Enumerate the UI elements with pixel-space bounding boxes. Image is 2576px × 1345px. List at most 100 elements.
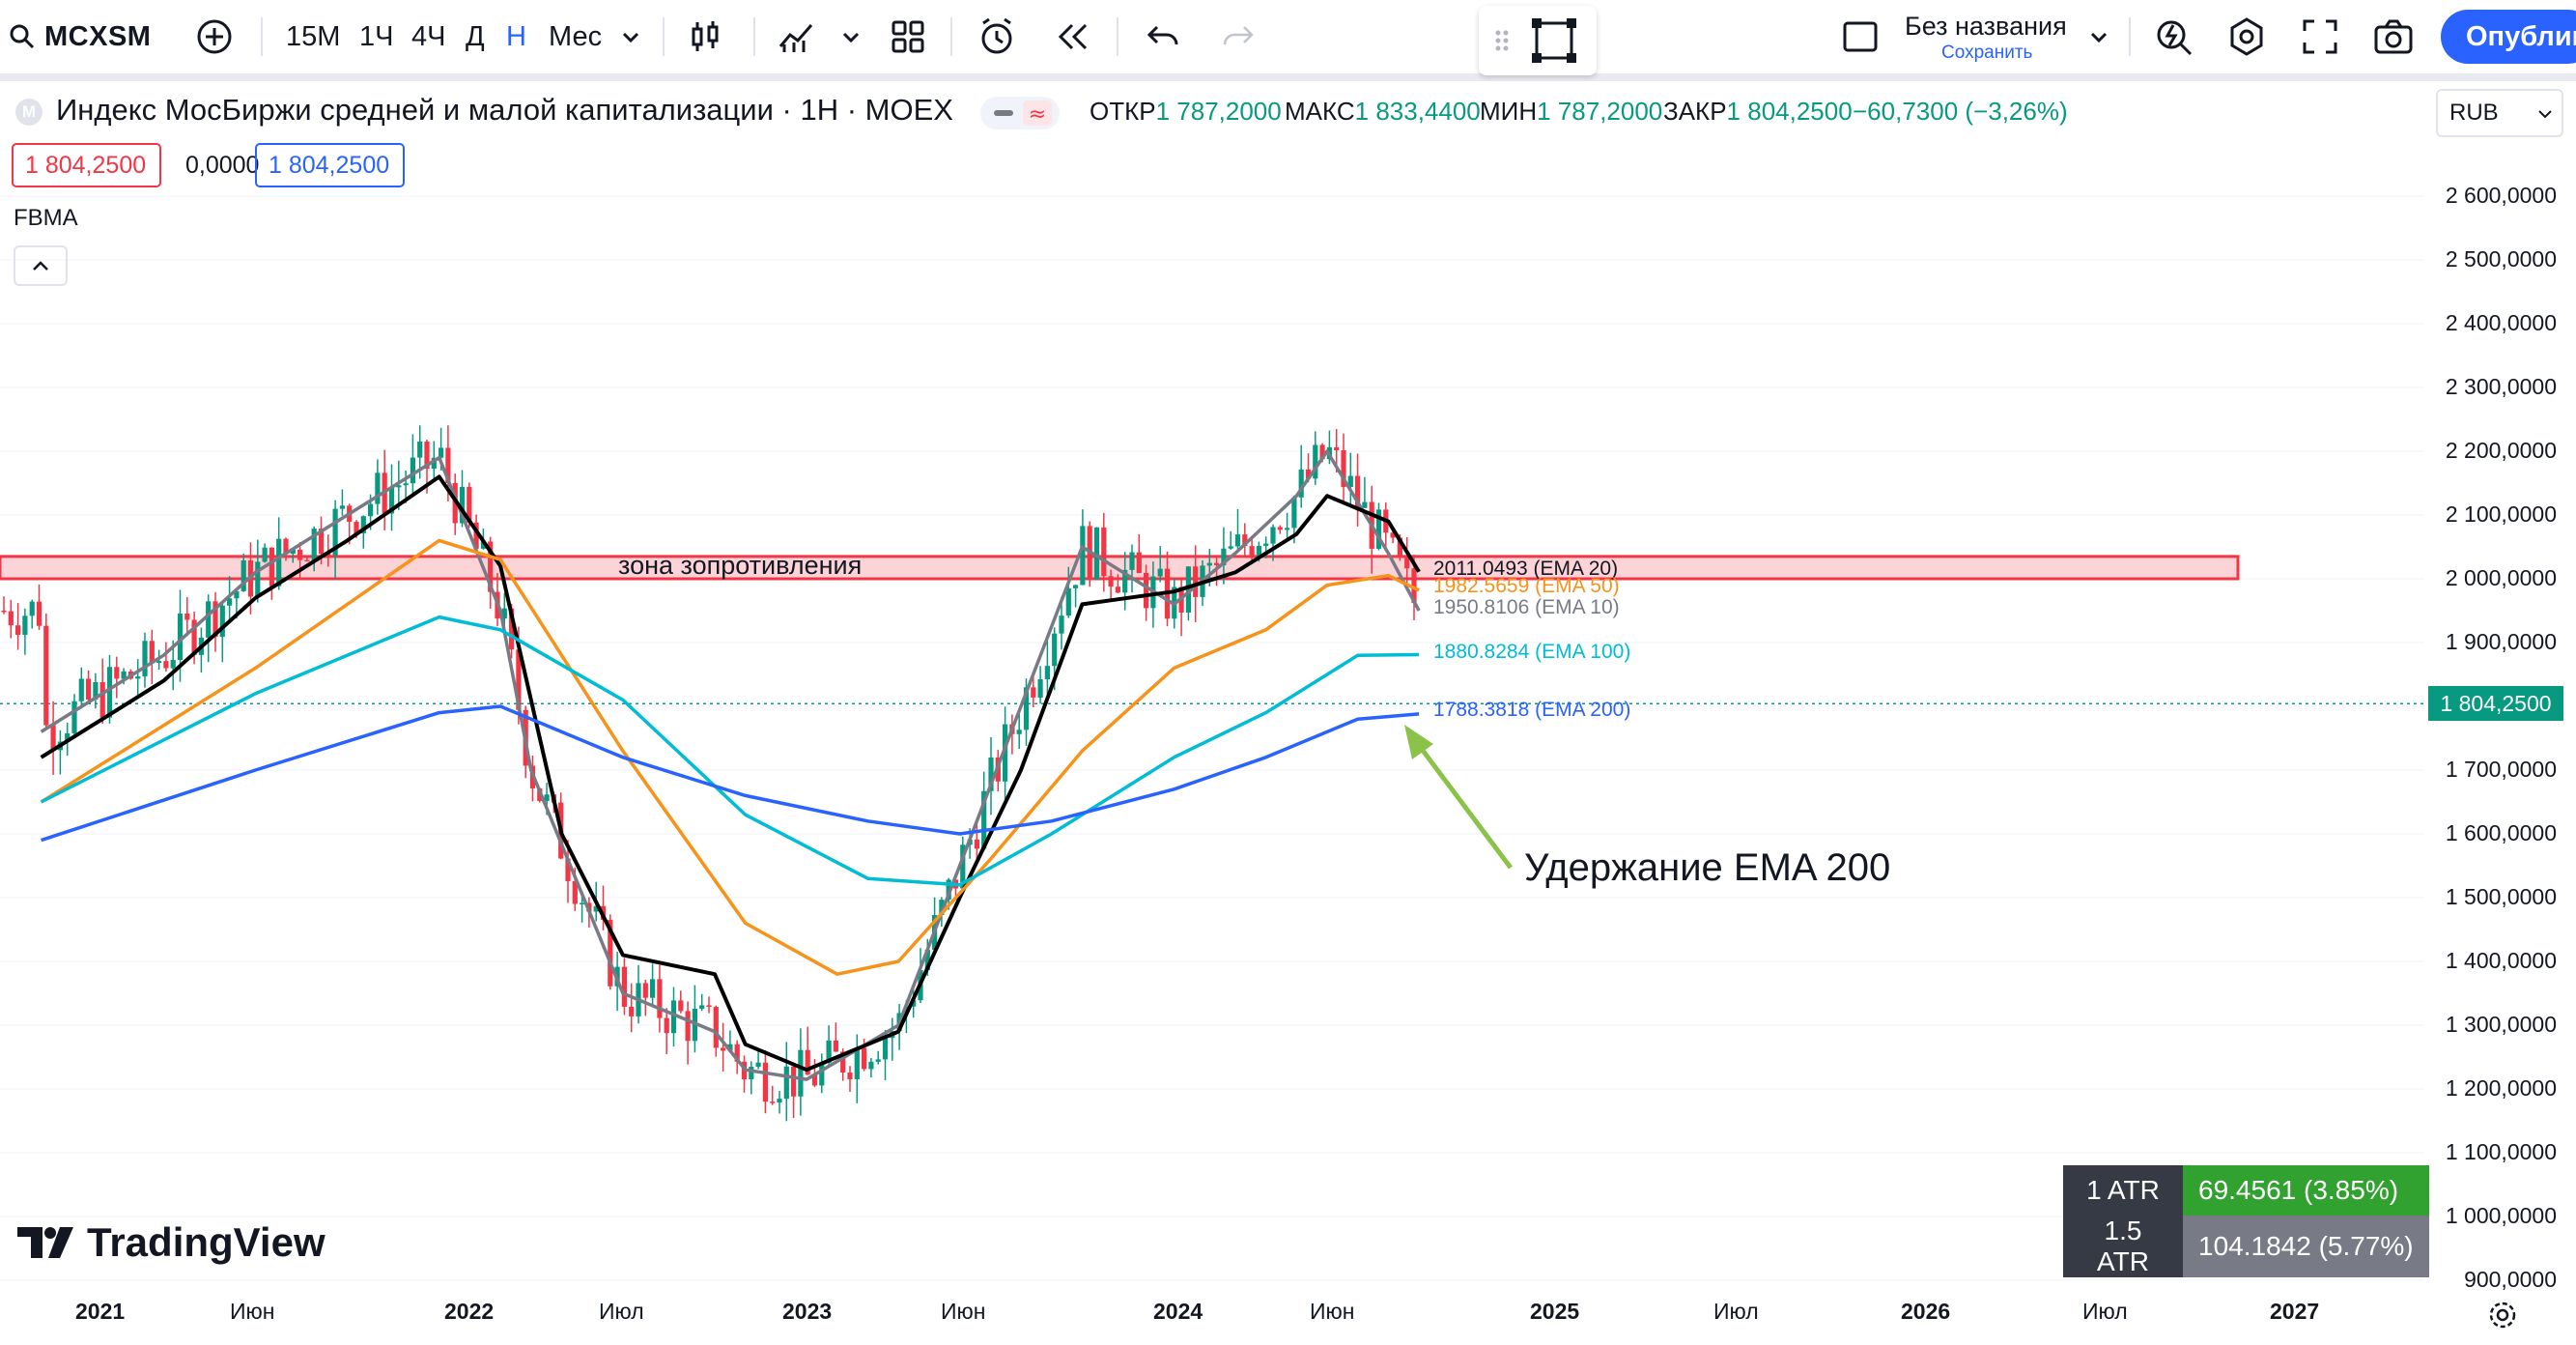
candle-body	[480, 541, 486, 549]
ema-value-label: 1982.5659 (EMA 50)	[1433, 575, 1620, 597]
sell-price-button[interactable]: 1 804,2500	[12, 143, 161, 187]
interval-1w[interactable]: Н	[506, 20, 526, 52]
candle-body	[1108, 576, 1114, 587]
interval-1mo[interactable]: Мес	[549, 20, 603, 52]
svg-text:≈: ≈	[1029, 102, 1046, 127]
candle-body	[290, 549, 296, 555]
settings-button[interactable]	[2225, 0, 2268, 73]
candle-body	[783, 1066, 789, 1100]
candle-body	[727, 1044, 733, 1051]
candle-body	[241, 559, 246, 591]
candle-body	[1037, 679, 1043, 698]
candle-body	[99, 682, 105, 718]
candle-body	[255, 561, 261, 597]
publish-button[interactable]: Опублико	[2441, 10, 2576, 64]
redo-button[interactable]	[1219, 0, 1258, 73]
collapse-legend-button[interactable]	[14, 245, 68, 286]
candle-body	[121, 671, 127, 679]
gear-icon	[2230, 17, 2263, 56]
candle-body	[459, 486, 466, 524]
candle-body	[269, 547, 274, 587]
price-axis-label: 2 200,0000	[2445, 438, 2557, 463]
legend-title[interactable]: Индекс МосБиржи средней и малой капитали…	[56, 93, 953, 127]
indicator-name[interactable]: FBMA	[14, 205, 78, 231]
symbol-label: MCXSM	[44, 20, 152, 52]
candle-body	[156, 661, 162, 664]
buy-price-button[interactable]: 1 804,2500	[255, 143, 405, 187]
candle-body	[826, 1040, 832, 1064]
candle-body	[417, 441, 423, 458]
candle-body	[1115, 587, 1120, 593]
chart-type-button[interactable]	[686, 0, 724, 73]
chevron-down-icon	[2538, 110, 2552, 119]
interval-dropdown[interactable]	[620, 0, 641, 73]
candle-body	[974, 839, 979, 849]
candle-body	[509, 608, 515, 650]
tradingview-logo[interactable]: TradingView	[17, 1219, 326, 1266]
candle-body	[86, 678, 92, 700]
candle-body	[819, 1063, 825, 1086]
layout-square-icon	[1843, 21, 1878, 52]
candle-body	[78, 678, 84, 701]
candle-body	[593, 905, 599, 912]
gear-icon	[2489, 1302, 2516, 1329]
candle-body	[135, 676, 141, 679]
ohlc-change: −60,7300 (−3,26%)	[1853, 97, 2068, 126]
ema-value-label: 1880.8284 (EMA 100)	[1433, 641, 1631, 663]
candle-body	[424, 441, 430, 470]
layout-checkbox[interactable]	[1841, 0, 1880, 73]
candle-body	[50, 725, 56, 751]
candle-body	[762, 1062, 768, 1102]
candle-body	[142, 641, 148, 677]
layouts-button[interactable]	[889, 0, 927, 73]
ema-note-text[interactable]: Удержание EMA 200	[1524, 846, 1891, 889]
candle-body	[1059, 615, 1064, 634]
price-chart[interactable]	[0, 0, 2424, 1285]
candle-body	[1242, 534, 1248, 547]
undo-button[interactable]	[1144, 0, 1182, 73]
time-axis-label: Июл	[1713, 1299, 1759, 1324]
candle-body	[219, 605, 225, 638]
layout-name[interactable]: Без названия	[1905, 12, 2067, 41]
candle-body	[516, 649, 522, 710]
chart-grid	[0, 195, 2424, 1281]
interval-1d[interactable]: Д	[466, 20, 485, 52]
indicators-dropdown[interactable]	[840, 0, 862, 73]
time-axis-label: Июн	[1310, 1299, 1355, 1324]
interval-1h[interactable]: 1Ч	[359, 20, 394, 52]
candle-body	[318, 529, 325, 555]
replay-button[interactable]	[1053, 0, 1091, 73]
interval-4h[interactable]: 4Ч	[411, 20, 446, 52]
indicators-button[interactable]	[777, 0, 815, 73]
redo-icon	[1223, 26, 1254, 45]
candle-body	[501, 608, 507, 619]
candle-body	[1319, 444, 1325, 460]
price-axis[interactable]: 2 600,0000 2 500,0000 2 400,0000 2 300,0000…	[2424, 155, 2576, 1292]
candle-body	[939, 900, 945, 916]
candle-body	[163, 661, 169, 669]
candle-body	[1080, 526, 1086, 586]
candle-body	[1044, 666, 1050, 680]
drawing-toolbar-float[interactable]	[1479, 6, 1597, 75]
candle-body	[847, 1073, 853, 1079]
layout-dropdown[interactable]	[2088, 0, 2109, 73]
resistance-zone-label[interactable]: зона зопротивления	[618, 551, 863, 580]
candle-body	[1263, 543, 1269, 546]
layout-save-status[interactable]: Сохранить	[1941, 43, 2033, 63]
price-axis-label: 2 300,0000	[2445, 374, 2557, 399]
snapshot-button[interactable]	[2372, 0, 2415, 73]
ema-line-ema50	[40, 538, 1420, 976]
interval-15m[interactable]: 15M	[286, 20, 341, 52]
alert-button[interactable]	[976, 0, 1018, 73]
currency-select[interactable]: RUB	[2436, 89, 2563, 137]
quick-search-button[interactable]	[2152, 0, 2194, 73]
atr-label: 1 ATR	[2063, 1165, 2183, 1216]
compare-button[interactable]	[195, 0, 234, 73]
fullscreen-button[interactable]	[2301, 0, 2339, 73]
chevron-down-icon	[622, 32, 639, 43]
candle-body	[1065, 587, 1071, 616]
symbol-search[interactable]: MCXSM	[8, 0, 151, 73]
legend-toggle[interactable]: ≈	[980, 97, 1060, 129]
candle-body	[1101, 527, 1107, 577]
axis-settings-button[interactable]	[2486, 1299, 2519, 1336]
